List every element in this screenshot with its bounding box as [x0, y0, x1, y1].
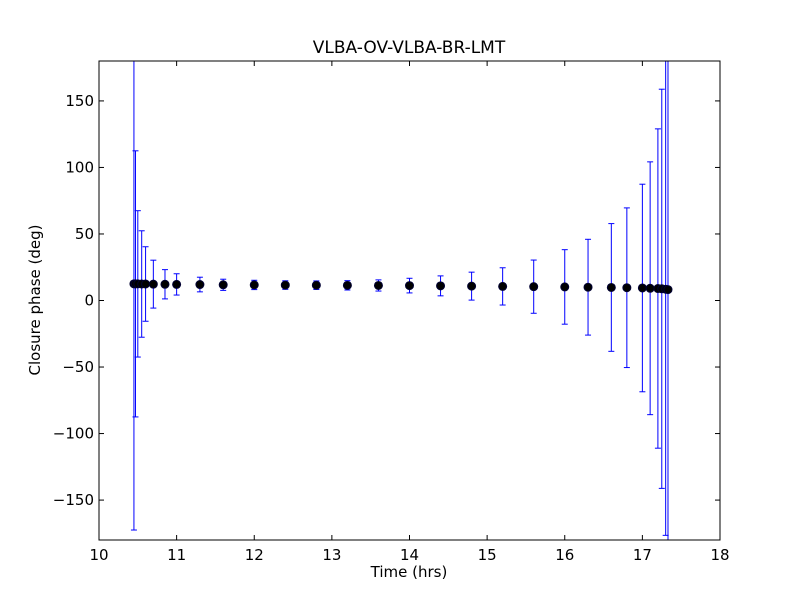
y-tick-label: 100: [65, 158, 94, 176]
data-point: [195, 280, 205, 290]
data-point: [645, 283, 655, 293]
data-point: [311, 280, 321, 290]
x-tick-label: 15: [478, 546, 497, 564]
y-tick-label: −150: [53, 491, 94, 509]
x-tick-label: 18: [710, 546, 729, 564]
y-tick-label: −100: [53, 425, 94, 443]
plot-area: [99, 61, 720, 540]
x-tick-label: 13: [322, 546, 341, 564]
data-point: [637, 283, 647, 293]
x-tick-label: 12: [245, 546, 264, 564]
data-point: [148, 279, 158, 289]
data-point: [373, 280, 383, 290]
x-tick-label: 16: [555, 546, 574, 564]
data-point: [663, 285, 673, 295]
data-point: [583, 282, 593, 292]
y-axis-label: Closure phase (deg): [26, 225, 44, 376]
data-points: [129, 279, 673, 295]
data-point: [280, 280, 290, 290]
data-point: [218, 280, 228, 290]
x-tick-label: 10: [89, 546, 108, 564]
y-tick-label: 50: [75, 225, 94, 243]
data-point: [498, 281, 508, 291]
y-tick-label: −50: [62, 358, 94, 376]
data-point: [622, 283, 632, 293]
data-point: [606, 282, 616, 292]
y-axis-ticks: −150 −100 −50 0 50 100 150: [53, 92, 720, 509]
data-point: [405, 281, 414, 291]
chart-title: VLBA-OV-VLBA-BR-LMT: [313, 38, 506, 58]
y-tick-label: 150: [65, 92, 94, 110]
x-tick-label: 14: [400, 546, 419, 564]
data-point: [172, 279, 182, 289]
data-point: [436, 281, 446, 291]
data-point: [160, 279, 170, 289]
x-axis-label: Time (hrs): [370, 563, 448, 581]
data-point: [467, 281, 477, 291]
data-point: [560, 282, 570, 292]
data-point: [141, 279, 151, 289]
data-point: [342, 280, 352, 290]
data-point: [249, 280, 259, 290]
x-axis-ticks: 10 11 12 13 14 15 16 17 18: [89, 61, 730, 564]
x-tick-label: 17: [633, 546, 652, 564]
data-point: [529, 282, 539, 292]
x-tick-label: 11: [167, 546, 186, 564]
y-tick-label: 0: [84, 292, 94, 310]
